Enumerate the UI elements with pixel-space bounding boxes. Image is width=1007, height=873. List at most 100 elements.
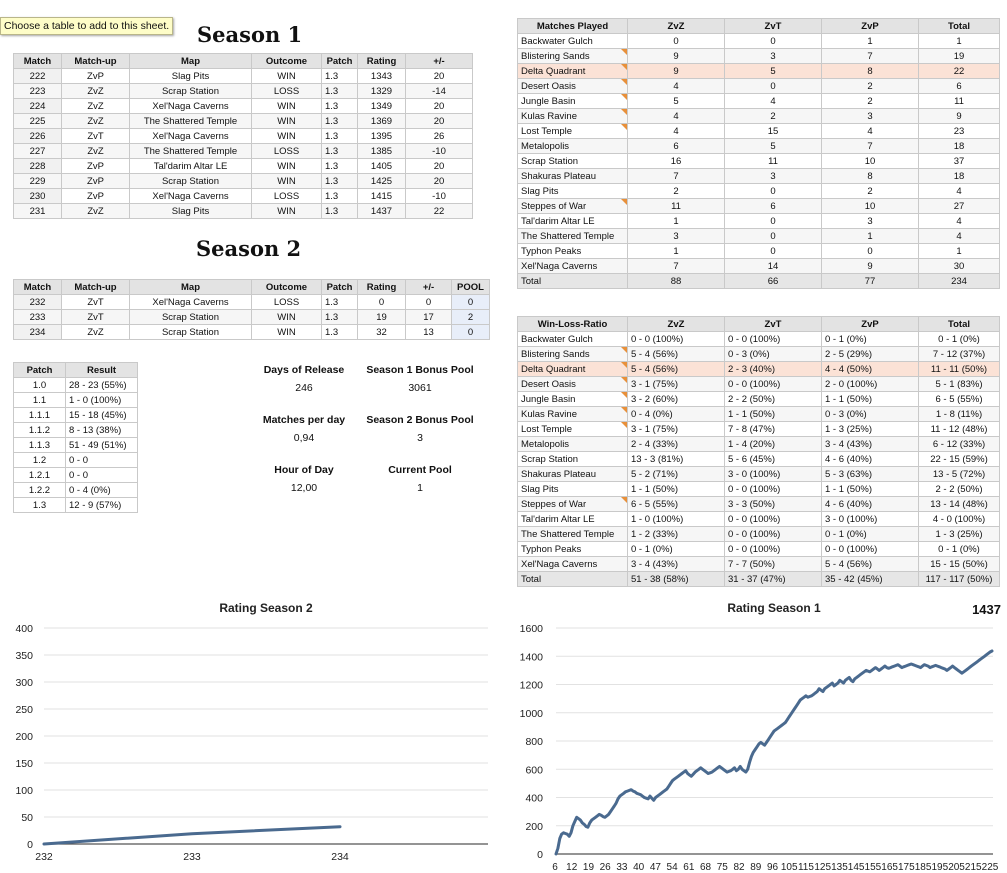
patch-row[interactable]: 1.3 12 - 9 (57%) (13, 497, 138, 513)
season1-cell-match-up[interactable]: ZvP (61, 158, 130, 174)
matches-played-cell-zvz[interactable]: 1 (627, 213, 725, 229)
win-loss-cell-zvp[interactable]: 1 - 1 (50%) (821, 391, 919, 407)
matches-played-cell-zvz[interactable]: 4 (627, 123, 725, 139)
matches-played-map-name[interactable]: Shakuras Plateau (517, 168, 628, 184)
patch-version[interactable]: 1.1.3 (13, 437, 66, 453)
win-loss-cell-zvt[interactable]: 0 - 0 (100%) (724, 511, 822, 527)
matches-played-cell-total[interactable]: 18 (918, 168, 1000, 184)
season2-row[interactable]: 234 ZvZ Scrap Station WIN 1.3 32 13 0 (13, 324, 490, 340)
season1-cell-match-up[interactable]: ZvP (61, 173, 130, 189)
season1-cell-match-up[interactable]: ZvZ (61, 98, 130, 114)
matches-played-cell-zvz[interactable]: 16 (627, 153, 725, 169)
win-loss-cell-zvt[interactable]: 0 - 0 (100%) (724, 376, 822, 392)
season1-cell-patch[interactable]: 1.3 (321, 158, 358, 174)
win-loss-cell-total[interactable]: 0 - 1 (0%) (918, 331, 1000, 347)
win-loss-total-cell[interactable]: 31 - 37 (47%) (724, 571, 822, 587)
win-loss-map-name[interactable]: Blistering Sands (517, 346, 628, 362)
matches-played-cell-total[interactable]: 9 (918, 108, 1000, 124)
matches-played-row[interactable]: Jungle Basin 5 4 2 11 (517, 93, 1000, 109)
season1-cell-outcome[interactable]: WIN (251, 203, 322, 219)
mp-head-col-zvt[interactable]: ZvT (724, 18, 822, 34)
matches-played-row[interactable]: Scrap Station 16 11 10 37 (517, 153, 1000, 169)
patch-version[interactable]: 1.1.2 (13, 422, 66, 438)
matches-played-cell-total[interactable]: 4 (918, 183, 1000, 199)
season1-cell-[interactable]: 20 (405, 158, 473, 174)
patch-result[interactable]: 1 - 0 (100%) (65, 392, 138, 408)
season1-cell-outcome[interactable]: WIN (251, 128, 322, 144)
season2-cell-map[interactable]: Scrap Station (129, 324, 252, 340)
win-loss-map-name[interactable]: Kulas Ravine (517, 406, 628, 422)
matches-played-cell-zvz[interactable]: 2 (627, 183, 725, 199)
matches-played-cell-zvp[interactable]: 7 (821, 138, 919, 154)
mp-head-col-zvp[interactable]: ZvP (821, 18, 919, 34)
season2-cell-[interactable]: 0 (405, 294, 452, 310)
patch-results-table[interactable]: Patch Result 1.0 28 - 23 (55%) 1.1 1 - 0 (10… (13, 362, 138, 513)
matches-played-table[interactable]: Matches Played ZvZ ZvT ZvP Total Backwater G… (517, 18, 1000, 289)
patch-result[interactable]: 0 - 0 (65, 452, 138, 468)
win-loss-row[interactable]: Shakuras Plateau 5 - 2 (71%) 3 - 0 (100%) 5… (517, 466, 1000, 482)
season2-cell-[interactable]: 17 (405, 309, 452, 325)
win-loss-row[interactable]: Steppes of War 6 - 5 (55%) 3 - 3 (50%) 4 - … (517, 496, 1000, 512)
win-loss-cell-zvp[interactable]: 3 - 0 (100%) (821, 511, 919, 527)
season1-cell-rating[interactable]: 1395 (357, 128, 406, 144)
matches-played-map-name[interactable]: Xel'Naga Caverns (517, 258, 628, 274)
season2-cell-map[interactable]: Scrap Station (129, 309, 252, 325)
win-loss-total-cell[interactable]: Total (517, 571, 628, 587)
win-loss-row[interactable]: Scrap Station 13 - 3 (81%) 5 - 6 (45%) 4 - … (517, 451, 1000, 467)
season1-cell-match-up[interactable]: ZvZ (61, 143, 130, 159)
win-loss-cell-zvt[interactable]: 2 - 2 (50%) (724, 391, 822, 407)
matches-played-map-name[interactable]: Tal'darim Altar LE (517, 213, 628, 229)
season1-row[interactable]: 228 ZvP Tal'darim Altar LE WIN 1.3 1405 20 (13, 158, 473, 174)
matches-played-cell-total[interactable]: 4 (918, 228, 1000, 244)
patch-row[interactable]: 1.2.2 0 - 4 (0%) (13, 482, 138, 498)
win-loss-cell-total[interactable]: 7 - 12 (37%) (918, 346, 1000, 362)
wl-head-col-zvp[interactable]: ZvP (821, 316, 919, 332)
win-loss-total-cell[interactable]: 51 - 38 (58%) (627, 571, 725, 587)
matches-played-cell-total[interactable]: 22 (918, 63, 1000, 79)
season2-cell-map[interactable]: Xel'Naga Caverns (129, 294, 252, 310)
matches-played-cell-zvp[interactable]: 10 (821, 198, 919, 214)
season1-cell-[interactable]: 26 (405, 128, 473, 144)
season1-cell-map[interactable]: Xel'Naga Caverns (129, 128, 252, 144)
win-loss-cell-total[interactable]: 22 - 15 (59%) (918, 451, 1000, 467)
season2-cell-match[interactable]: 234 (13, 324, 62, 340)
matches-played-cell-zvp[interactable]: 3 (821, 108, 919, 124)
win-loss-map-name[interactable]: Metalopolis (517, 436, 628, 452)
season1-cell-patch[interactable]: 1.3 (321, 143, 358, 159)
season1-cell-match-up[interactable]: ZvT (61, 128, 130, 144)
win-loss-cell-zvz[interactable]: 0 - 0 (100%) (627, 331, 725, 347)
season1-cell-match-up[interactable]: ZvP (61, 188, 130, 204)
matches-played-total-cell[interactable]: 77 (821, 273, 919, 289)
win-loss-cell-zvp[interactable]: 0 - 0 (100%) (821, 541, 919, 557)
season2-cell-patch[interactable]: 1.3 (321, 309, 358, 325)
win-loss-row[interactable]: Typhon Peaks 0 - 1 (0%) 0 - 0 (100%) 0 - 0 … (517, 541, 1000, 557)
season2-cell-match-up[interactable]: ZvT (61, 309, 130, 325)
matches-played-cell-zvp[interactable]: 2 (821, 78, 919, 94)
win-loss-row[interactable]: Tal'darim Altar LE 1 - 0 (100%) 0 - 0 (100… (517, 511, 1000, 527)
win-loss-row[interactable]: Lost Temple 3 - 1 (75%) 7 - 8 (47%) 1 - 3 (… (517, 421, 1000, 437)
season1-cell-match-up[interactable]: ZvZ (61, 113, 130, 129)
win-loss-row[interactable]: Backwater Gulch 0 - 0 (100%) 0 - 0 (100%) 0… (517, 331, 1000, 347)
matches-played-row[interactable]: Steppes of War 11 6 10 27 (517, 198, 1000, 214)
s1-head-col-patch[interactable]: Patch (321, 53, 358, 69)
s2-head-col-patch[interactable]: Patch (321, 279, 358, 295)
season1-cell-map[interactable]: The Shattered Temple (129, 113, 252, 129)
win-loss-map-name[interactable]: Slag Pits (517, 481, 628, 497)
patch-result[interactable]: 0 - 4 (0%) (65, 482, 138, 498)
win-loss-cell-total[interactable]: 2 - 2 (50%) (918, 481, 1000, 497)
matches-played-map-name[interactable]: Backwater Gulch (517, 33, 628, 49)
season1-cell-outcome[interactable]: WIN (251, 158, 322, 174)
matches-played-cell-total[interactable]: 4 (918, 213, 1000, 229)
matches-played-cell-zvt[interactable]: 0 (724, 78, 822, 94)
win-loss-row[interactable]: Desert Oasis 3 - 1 (75%) 0 - 0 (100%) 2 - 0… (517, 376, 1000, 392)
patch-result[interactable]: 28 - 23 (55%) (65, 377, 138, 393)
win-loss-cell-zvz[interactable]: 1 - 0 (100%) (627, 511, 725, 527)
win-loss-map-name[interactable]: The Shattered Temple (517, 526, 628, 542)
win-loss-cell-zvz[interactable]: 0 - 1 (0%) (627, 541, 725, 557)
matches-played-total-cell[interactable]: 234 (918, 273, 1000, 289)
patch-version[interactable]: 1.1.1 (13, 407, 66, 423)
season1-cell-match-up[interactable]: ZvZ (61, 203, 130, 219)
matches-played-cell-zvz[interactable]: 7 (627, 258, 725, 274)
s1-head-col-[interactable]: +/- (405, 53, 473, 69)
matches-played-cell-total[interactable]: 27 (918, 198, 1000, 214)
